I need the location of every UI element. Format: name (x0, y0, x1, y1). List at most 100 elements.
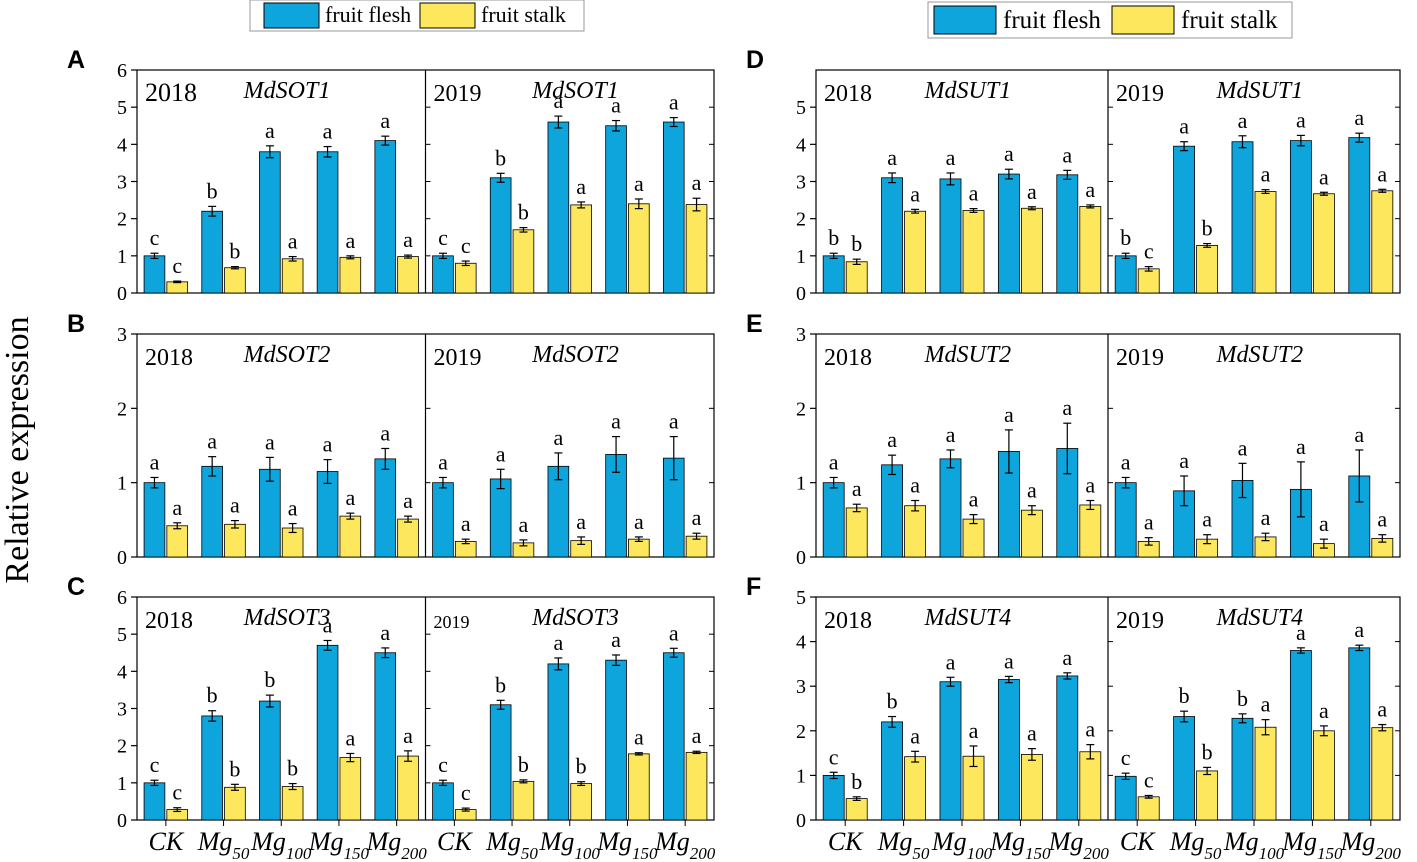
bar-flesh (316, 644, 339, 821)
sig-letter: c (438, 752, 448, 777)
sig-letter: a (553, 425, 563, 450)
gene-label: MdSOT1 (243, 78, 331, 104)
sig-letter: a (887, 145, 897, 170)
sig-letter: a (288, 229, 298, 254)
sig-letter: a (1261, 505, 1271, 530)
bar-flesh (143, 255, 166, 294)
y-tick-label: 4 (117, 134, 127, 156)
year-label: 2018 (824, 81, 872, 107)
y-tick-label: 3 (117, 324, 127, 346)
year-label: 2019 (434, 81, 482, 107)
bar-stalk (1254, 191, 1277, 294)
bar-stalk (628, 753, 650, 821)
bar-flesh (1173, 716, 1196, 821)
sig-letter: a (1062, 645, 1072, 670)
panel-letter: C (67, 573, 85, 601)
year-label: 2019 (1116, 345, 1164, 371)
sig-letter: b (828, 225, 839, 250)
bar-stalk (685, 751, 708, 821)
sig-letter: c (438, 225, 448, 250)
bar-stalk (1196, 770, 1219, 821)
sig-letter: b (518, 752, 529, 777)
x-tick-label: Mg50 (877, 827, 930, 862)
sig-letter: a (380, 620, 390, 645)
bar-flesh (1056, 174, 1079, 294)
y-tick-label: 2 (117, 209, 127, 231)
sig-letter: a (150, 449, 160, 474)
sig-letter: a (692, 723, 702, 748)
x-tick-label: Mg50 (1169, 827, 1222, 862)
bar-flesh (1289, 140, 1312, 294)
bar-stalk (166, 525, 189, 558)
sig-letter: a (1004, 648, 1014, 673)
bar-flesh (822, 482, 845, 558)
legend-swatch-flesh (933, 5, 997, 35)
gene-label: MdSOT2 (243, 342, 331, 368)
sig-letter: a (1027, 478, 1037, 503)
x-tick-label: Mg50 (197, 827, 250, 862)
y-tick-label: 2 (117, 736, 127, 758)
sig-letter: a (1319, 511, 1329, 536)
sig-letter: a (634, 171, 644, 196)
bar-flesh (489, 177, 512, 294)
legend-label-flesh: fruit flesh (1003, 7, 1101, 34)
bar-stalk (1254, 726, 1277, 821)
bar-stalk (845, 798, 868, 821)
x-tick-label: CK (828, 827, 864, 856)
bar-stalk (397, 256, 419, 294)
sig-letter: a (910, 473, 920, 498)
bar-stalk (339, 757, 362, 821)
bar-stalk (1021, 509, 1043, 558)
x-tick-label: Mg200 (1340, 827, 1402, 862)
bar-flesh (374, 652, 397, 821)
panel-letter: E (746, 310, 763, 338)
y-tick-label: 0 (117, 547, 127, 569)
sig-letter: a (1296, 620, 1306, 645)
bar-stalk (1021, 207, 1043, 294)
x-tick-label: Mg100 (1223, 827, 1285, 862)
sig-letter: b (1202, 216, 1213, 241)
gene-label: MdSOT3 (531, 605, 619, 631)
sig-letter: a (496, 441, 506, 466)
sig-letter: a (669, 409, 679, 434)
y-tick-label: 1 (117, 246, 127, 268)
y-tick-label: 4 (796, 134, 806, 156)
y-tick-label: 3 (117, 699, 127, 721)
y-tick-label: 3 (796, 676, 806, 698)
y-tick-label: 1 (117, 773, 127, 795)
gene-label: MdSOT2 (531, 342, 619, 368)
bar-flesh (143, 482, 166, 558)
sig-letter: a (946, 422, 956, 447)
y-tick-label: 6 (117, 587, 127, 609)
x-tick-label: Mg200 (366, 827, 428, 862)
bar-flesh (997, 173, 1020, 294)
y-tick-label: 1 (796, 246, 806, 268)
sig-letter: b (1202, 739, 1213, 764)
sig-letter: b (851, 769, 862, 794)
legend-label-flesh: fruit flesh (325, 2, 411, 27)
bar-flesh (662, 652, 685, 821)
sig-letter: b (287, 756, 298, 781)
bar-flesh (997, 679, 1020, 821)
sig-letter: b (207, 178, 218, 203)
sig-letter: a (634, 509, 644, 534)
x-tick-label: Mg150 (308, 827, 370, 862)
bar-stalk (224, 786, 246, 821)
sig-letter: a (946, 649, 956, 674)
sig-letter: a (1238, 108, 1248, 133)
bar-stalk (339, 256, 362, 294)
sig-letter: a (1004, 402, 1014, 427)
sig-letter: a (1121, 449, 1131, 474)
bar-stalk (570, 783, 592, 821)
y-tick-label: 2 (796, 721, 806, 743)
y-tick-label: 6 (117, 60, 127, 82)
y-tick-label: 1 (117, 473, 127, 495)
sig-letter: b (518, 200, 529, 225)
bar-flesh (374, 140, 397, 294)
sig-letter: a (692, 505, 702, 530)
sig-letter: a (1296, 434, 1306, 459)
sig-letter: a (1144, 510, 1154, 535)
bar-stalk (1371, 190, 1394, 294)
